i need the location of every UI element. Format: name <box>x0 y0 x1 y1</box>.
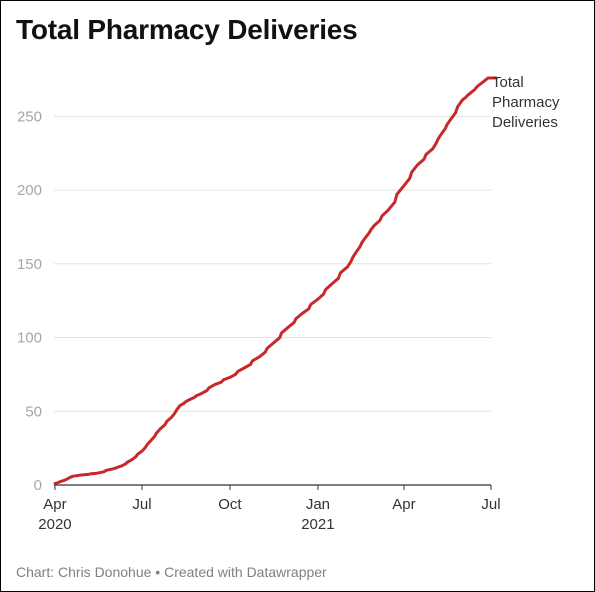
x-tick-year-label-0: 2020 <box>38 516 71 533</box>
series-end-label-line: Deliveries <box>492 114 558 131</box>
chart-title: Total Pharmacy Deliveries <box>16 14 358 45</box>
y-tick-label-50: 50 <box>25 403 42 420</box>
x-axis: Apr 2020 Jul Oct Jan 2021 Apr Jul <box>38 484 501 533</box>
y-tick-label-250: 250 <box>17 108 42 125</box>
series-end-label-line: Total <box>492 74 524 91</box>
y-tick-label-200: 200 <box>17 182 42 199</box>
x-tick-year-label-3: 2021 <box>301 516 334 533</box>
x-tick-label-0: Apr <box>43 496 66 513</box>
series-layer <box>53 76 498 485</box>
y-tick-label-150: 150 <box>17 256 42 273</box>
x-tick-label-5: Jul <box>481 496 500 513</box>
x-tick-label-1: Jul <box>132 496 151 513</box>
series-end-label-line: Pharmacy <box>492 94 560 111</box>
series-end-label: Total Pharmacy Deliveries <box>492 74 560 131</box>
series-line-0 <box>53 76 498 485</box>
chart-footer: Chart: Chris Donohue • Created with Data… <box>16 564 327 580</box>
series-label: Total Pharmacy Deliveries <box>492 74 560 131</box>
x-tick-label-4: Apr <box>392 496 415 513</box>
line-chart: 0 50 100 150 200 250 Apr 2020 Jul Oct Jan 2021 Apr J… <box>17 74 560 533</box>
x-tick-label-3: Jan <box>306 496 330 513</box>
x-tick-label-2: Oct <box>218 496 242 513</box>
gridlines <box>54 115 491 412</box>
y-tick-label-0: 0 <box>34 477 42 494</box>
y-axis-labels: 0 50 100 150 200 250 <box>17 108 42 494</box>
y-tick-label-100: 100 <box>17 330 42 347</box>
